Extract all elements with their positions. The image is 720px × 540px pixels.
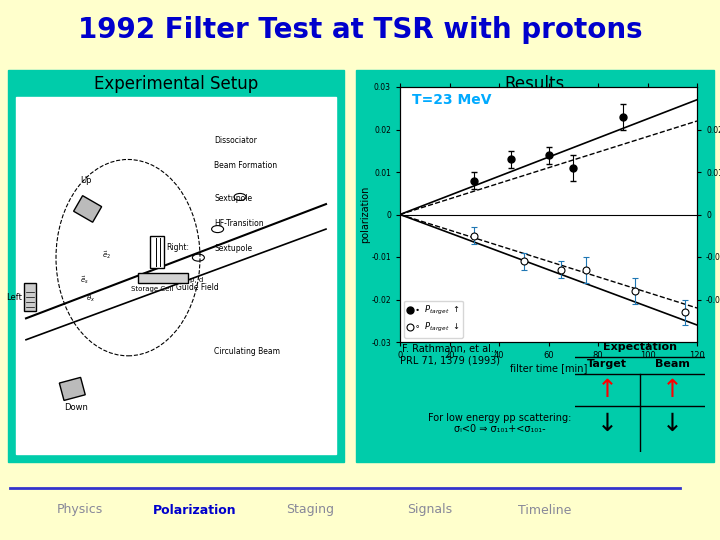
- Text: Target: Target: [587, 359, 627, 369]
- Text: Guide Field: Guide Field: [176, 283, 219, 292]
- Text: ↑: ↑: [596, 378, 618, 402]
- Text: Expectation: Expectation: [603, 342, 677, 352]
- Bar: [59, 377, 85, 401]
- Text: Physics: Physics: [57, 503, 103, 516]
- Text: $\theta_x$: $\theta_x$: [86, 294, 96, 303]
- Bar: [150, 237, 164, 268]
- Text: Sextupole: Sextupole: [215, 193, 253, 202]
- Text: Up: Up: [80, 176, 91, 185]
- Text: Timeline: Timeline: [518, 503, 572, 516]
- Text: For low energy pp scattering:
σₗ<0 ⇒ σ₁₀₁+<σ₁₀₁-: For low energy pp scattering: σₗ<0 ⇒ σ₁₀…: [428, 413, 572, 434]
- Text: Storage Cell: Storage Cell: [132, 286, 174, 292]
- Text: ↓: ↓: [662, 412, 683, 436]
- Text: ↓: ↓: [596, 412, 618, 436]
- X-axis label: filter time [min]: filter time [min]: [510, 363, 588, 373]
- Text: Beam Formation: Beam Formation: [215, 161, 277, 171]
- Text: Beam: Beam: [654, 359, 690, 369]
- Text: Right:: Right:: [166, 243, 189, 252]
- Text: Signals: Signals: [408, 503, 453, 516]
- Bar: [356, 70, 714, 462]
- Bar: [73, 195, 102, 222]
- Text: Staging: Staging: [286, 503, 334, 516]
- Bar: [24, 283, 36, 311]
- Text: HF-Transition: HF-Transition: [215, 219, 264, 227]
- Bar: [138, 273, 188, 282]
- Bar: [8, 70, 344, 462]
- Legend: $\bullet$  $P_{target}$ $\uparrow$, $\circ$  $P_{target}$ $\downarrow$: $\bullet$ $P_{target}$ $\uparrow$, $\cir…: [404, 301, 463, 338]
- Text: Polarization: Polarization: [153, 503, 237, 516]
- Text: Experimental Setup: Experimental Setup: [94, 75, 258, 93]
- Text: F. Rathmann, et al.,
PRL 71, 1379 (1993): F. Rathmann, et al., PRL 71, 1379 (1993): [400, 344, 500, 366]
- Text: Left: Left: [6, 293, 22, 302]
- Text: Dissociator: Dissociator: [215, 137, 257, 145]
- Text: $\vec{e}_2$: $\vec{e}_2$: [102, 249, 112, 261]
- Text: Sextupole: Sextupole: [215, 244, 253, 253]
- Y-axis label: polarization: polarization: [360, 186, 370, 243]
- Text: 1992 Filter Test at TSR with protons: 1992 Filter Test at TSR with protons: [78, 16, 642, 44]
- Text: T=23 MeV: T=23 MeV: [413, 93, 492, 107]
- Text: p, d: p, d: [189, 276, 203, 282]
- Text: Down: Down: [64, 403, 88, 413]
- Text: ↑: ↑: [662, 378, 683, 402]
- Text: Results: Results: [505, 75, 565, 93]
- Text: $\vec{e}_s$: $\vec{e}_s$: [80, 274, 89, 286]
- Text: Circulating Beam: Circulating Beam: [215, 347, 280, 356]
- Bar: [16, 97, 336, 454]
